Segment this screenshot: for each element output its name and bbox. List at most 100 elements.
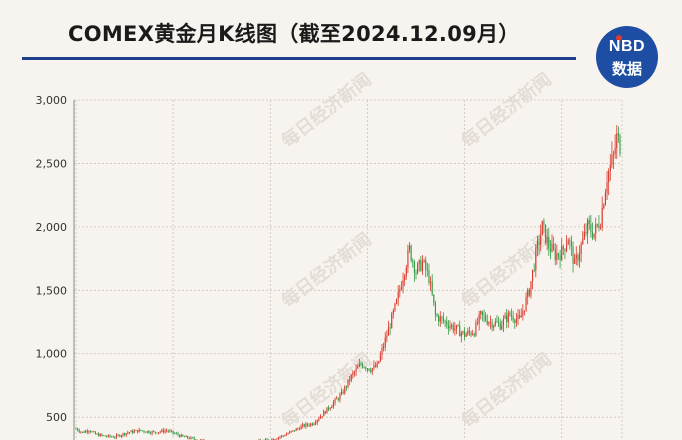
candle-body — [528, 289, 530, 296]
candle-body — [153, 431, 155, 433]
candle-body — [389, 327, 391, 329]
candle-body — [415, 272, 417, 274]
candle-body — [402, 280, 404, 288]
candle-body — [311, 423, 313, 426]
y-axis-ticks: 500 1,000 1,500 2,000 2,500 3,000 — [36, 94, 68, 424]
candle-body — [582, 238, 584, 244]
watermark-text: 每日经济新闻 — [277, 348, 376, 432]
candle-body — [379, 354, 381, 362]
candle-body — [499, 322, 501, 330]
candle-body — [339, 394, 341, 400]
candle-body — [353, 371, 356, 374]
candle-body — [485, 315, 487, 321]
candle-body — [566, 244, 568, 251]
candle-body — [418, 260, 420, 264]
candles — [75, 125, 621, 440]
title-underline — [22, 57, 576, 60]
candle-body — [514, 320, 516, 323]
candle-body — [430, 281, 432, 283]
candle-body — [368, 368, 370, 371]
candle-body — [297, 428, 299, 430]
candle-body — [603, 205, 605, 209]
candle-body — [557, 253, 560, 256]
candle-body — [572, 246, 574, 264]
candle-body — [438, 315, 440, 322]
y-tick-label: 3,000 — [36, 94, 68, 107]
candle-body — [156, 432, 158, 434]
candle-body — [410, 245, 412, 261]
nbd-logo: NBD 数据 — [596, 26, 658, 88]
candle-body — [294, 430, 296, 432]
candle-body — [509, 312, 511, 315]
candle-body — [536, 241, 538, 248]
candle-body — [601, 208, 603, 228]
candle-body — [600, 227, 602, 229]
candle-body — [349, 379, 351, 381]
candle-body — [284, 435, 286, 437]
candle-body — [383, 346, 385, 349]
candle-body — [459, 325, 461, 337]
candle-body — [326, 407, 328, 414]
candle-body — [434, 303, 436, 315]
candle-body — [510, 314, 513, 317]
candle-body — [106, 436, 108, 438]
candle-body — [154, 431, 156, 433]
candle-body — [470, 332, 472, 335]
candle-body — [376, 363, 378, 368]
candle-body — [405, 267, 407, 276]
candle-body — [365, 367, 367, 369]
watermark-text: 每日经济新闻 — [277, 228, 376, 312]
candle-body — [90, 431, 92, 432]
candle-body — [481, 311, 483, 315]
candle-body — [397, 291, 399, 300]
candle-body — [276, 438, 278, 440]
watermark-text: 每日经济新闻 — [277, 68, 376, 152]
candle-body — [305, 423, 307, 427]
candle-body — [91, 431, 93, 433]
watermark-text: 每日经济新闻 — [457, 348, 556, 432]
candle-body — [315, 422, 317, 424]
candle-body — [532, 269, 534, 282]
candle-body — [85, 430, 87, 433]
candle-body — [475, 322, 477, 336]
candle-body — [345, 386, 347, 388]
candle-body — [493, 325, 495, 328]
candle-body — [578, 254, 581, 261]
candle-body — [371, 368, 373, 372]
candle-body — [310, 423, 312, 426]
candle-body — [88, 431, 90, 432]
candle-body — [609, 164, 611, 172]
candle-body — [170, 430, 173, 432]
candle-body — [619, 135, 621, 154]
candle-body — [161, 429, 163, 432]
candle-body — [112, 436, 114, 438]
candle-body — [111, 436, 113, 438]
candle-body — [506, 315, 508, 323]
candle-body — [373, 365, 375, 369]
candle-body — [96, 433, 98, 435]
candle-body — [125, 433, 127, 436]
candle-body — [104, 435, 106, 437]
candle-body — [292, 430, 294, 432]
candle-body — [117, 434, 119, 436]
candle-body — [548, 236, 550, 249]
watermark-text: 每日经济新闻 — [457, 68, 556, 152]
candle-body — [553, 243, 555, 249]
candle-body — [486, 320, 488, 325]
candle-body — [564, 248, 566, 251]
candle-body — [146, 431, 148, 433]
candle-body — [522, 311, 524, 316]
candle-body — [616, 133, 618, 149]
candle-body — [185, 436, 187, 438]
candle-body — [431, 281, 433, 295]
candle-body — [417, 263, 419, 274]
candle-body — [596, 224, 598, 226]
candle-body — [455, 325, 458, 329]
candle-body — [148, 431, 150, 433]
candle-body — [132, 430, 134, 433]
y-tick-label: 1,500 — [36, 284, 68, 297]
candle-body — [183, 436, 186, 438]
candle-body — [332, 402, 334, 407]
candle-body — [158, 432, 160, 434]
candle-body — [102, 435, 105, 437]
